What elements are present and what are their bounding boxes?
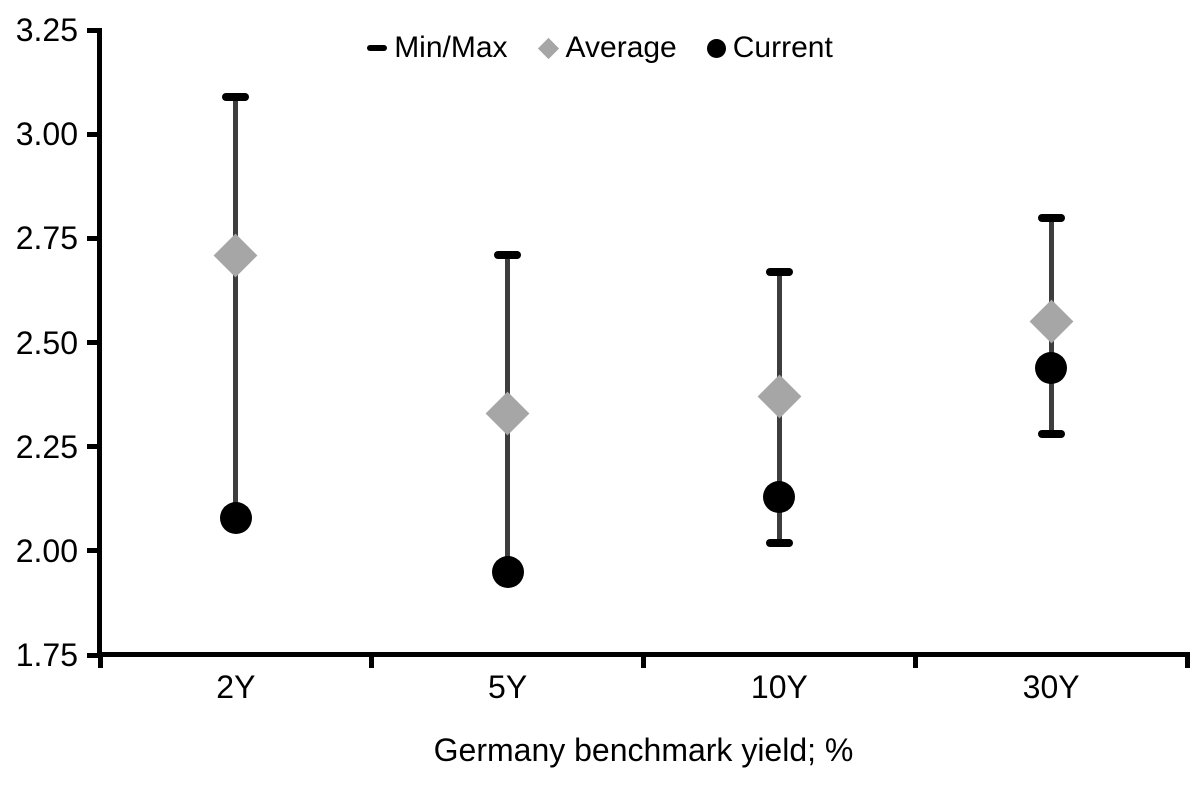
- legend-item-average: Average: [537, 28, 677, 68]
- current-dot: [763, 480, 796, 513]
- current-dot: [219, 501, 252, 534]
- y-tick-label: 2.00: [15, 532, 78, 569]
- x-tick-label: 30Y: [1022, 669, 1080, 705]
- y-axis-tick: [87, 444, 100, 450]
- y-axis-tick: [87, 652, 100, 658]
- average-diamond: [213, 233, 258, 277]
- legend: Min/Max Average Current: [0, 28, 1200, 68]
- y-tick-label: 2.75: [15, 220, 78, 257]
- max-cap: [1037, 213, 1065, 222]
- y-axis-tick: [87, 27, 100, 33]
- legend-item-minmax: Min/Max: [367, 28, 508, 68]
- x-axis-tick: [641, 655, 646, 668]
- x-axis-tick: [97, 655, 103, 668]
- x-axis-tick: [369, 655, 375, 668]
- legend-label-minmax: Min/Max: [394, 31, 508, 64]
- legend-label-average: Average: [565, 31, 677, 64]
- x-tick-label: 10Y: [750, 669, 808, 705]
- y-tick-label: 2.25: [15, 428, 78, 465]
- average-diamond: [1029, 299, 1074, 344]
- current-circle-icon: [706, 38, 726, 58]
- minmax-range-line: [233, 96, 239, 518]
- max-cap: [494, 251, 522, 259]
- y-axis-tick: [87, 235, 100, 241]
- x-axis-title: Germany benchmark yield; %: [433, 732, 854, 768]
- x-axis-tick: [1184, 655, 1190, 668]
- average-diamond: [485, 391, 530, 436]
- current-dot: [1035, 351, 1068, 384]
- max-cap: [765, 267, 793, 276]
- y-tick-label: 3.25: [15, 12, 78, 48]
- minmax-dash-icon: [367, 45, 388, 51]
- y-tick-label: 3.00: [15, 116, 78, 153]
- x-axis-line: [97, 652, 1190, 657]
- x-tick-label: 5Y: [488, 669, 528, 705]
- y-axis-tick: [87, 548, 100, 554]
- current-dot: [491, 555, 524, 588]
- legend-item-current: Current: [706, 28, 833, 68]
- y-axis-tick: [87, 340, 100, 345]
- y-axis-tick: [87, 131, 100, 137]
- legend-label-current: Current: [732, 31, 833, 64]
- min-cap: [765, 538, 793, 547]
- x-axis-tick: [912, 655, 918, 668]
- x-tick-label: 2Y: [216, 669, 256, 705]
- max-cap: [222, 92, 250, 101]
- y-tick-label: 1.75: [15, 637, 78, 673]
- average-diamond: [757, 374, 802, 419]
- min-cap: [1037, 430, 1065, 439]
- y-tick-label: 2.50: [15, 324, 78, 361]
